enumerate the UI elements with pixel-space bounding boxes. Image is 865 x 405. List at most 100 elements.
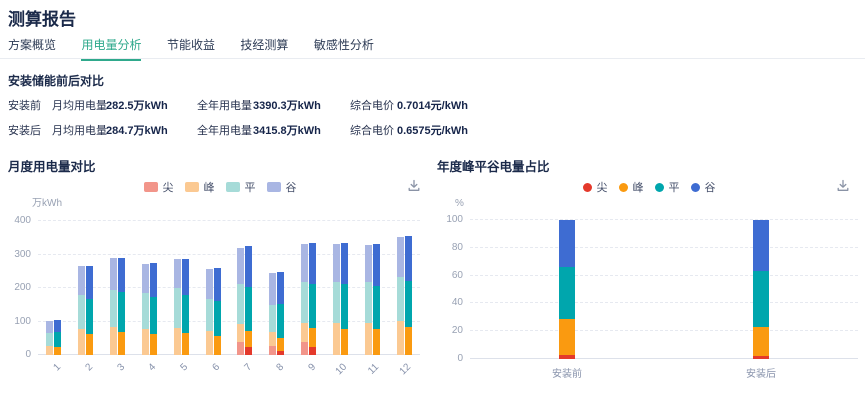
bar-segment-峰 [753, 327, 769, 357]
bar-segment-峰 [237, 323, 245, 343]
stacked-bar [404, 236, 412, 355]
x-tick-label: 安装前 [552, 369, 582, 380]
annual-share-chart: 年度峰平谷电量占比 尖 峰 平 谷 % 0 20 40 60 80 100 安装前 安装后 [437, 150, 861, 400]
chart-title: 月度用电量对比 [8, 160, 96, 174]
bar-segment-峰 [332, 322, 340, 355]
tab-plan-overview[interactable]: 方案概览 [8, 38, 57, 52]
stacked-bar [141, 263, 149, 355]
bar-segment-峰 [110, 326, 118, 355]
bar-segment-平 [404, 280, 412, 327]
legend-item-谷[interactable]: 谷 [690, 179, 716, 195]
bar-segment-谷 [332, 244, 340, 282]
gridline [38, 287, 420, 288]
stacked-bar [46, 320, 54, 355]
tab-power-analysis[interactable]: 用电量分析 [81, 36, 142, 61]
bar-segment-平 [340, 284, 348, 329]
bar-segment-谷 [181, 258, 189, 295]
y-axis-unit: 万kWh [32, 198, 62, 209]
plot-area: 0 100 200 300 400 1 2 3 4 5 6 7 8 9 10 11 12 [14, 215, 420, 377]
bar-segment-平 [86, 299, 94, 334]
stacked-bar [332, 244, 340, 355]
bar-segment-谷 [213, 268, 221, 302]
bar-segment-峰 [141, 328, 149, 355]
x-tick-label: 8 [274, 361, 286, 374]
download-button[interactable] [835, 178, 851, 194]
bar-segment-峰 [269, 332, 277, 346]
legend-item-平[interactable]: 平 [654, 179, 680, 195]
legend-item-尖[interactable]: 尖 [143, 179, 174, 195]
gridline [470, 358, 858, 359]
x-tick-label: 9 [306, 361, 318, 374]
bar-segment-峰 [149, 334, 157, 355]
tab-energy-saving[interactable]: 节能收益 [166, 38, 215, 52]
y-tick-label: 100 [14, 315, 31, 327]
bar-segment-尖 [277, 350, 285, 355]
bar-group [237, 246, 253, 355]
legend-item-峰[interactable]: 峰 [184, 179, 215, 195]
stacked-bar [149, 262, 157, 355]
metric-value: 284.7万kWh [106, 125, 168, 137]
legend-item-峰[interactable]: 峰 [618, 179, 644, 195]
bar-segment-谷 [301, 244, 309, 282]
tab-sensitivity[interactable]: 敏感性分析 [313, 38, 374, 52]
bar-segment-平 [78, 294, 86, 330]
gridline [38, 354, 420, 355]
stacked-bar [559, 220, 575, 359]
legend-label: 峰 [632, 182, 644, 194]
y-tick-label: 300 [14, 248, 31, 260]
tab-techno-economic[interactable]: 技经测算 [240, 38, 289, 52]
bar-segment-峰 [118, 332, 126, 355]
legend-label: 谷 [704, 182, 716, 194]
page-title: 测算报告 [8, 10, 76, 29]
bar-segment-平 [559, 267, 575, 319]
bar-segment-平 [309, 284, 317, 328]
bar-segment-谷 [86, 265, 94, 300]
bar-group [269, 271, 285, 355]
bar-segment-峰 [559, 318, 575, 355]
x-tick-label: 7 [242, 361, 255, 374]
x-tick-label: 4 [146, 361, 159, 374]
metric-label: 综合电价 [350, 100, 394, 112]
legend-item-谷[interactable]: 谷 [266, 179, 297, 195]
bar-segment-谷 [173, 259, 181, 288]
bar-segment-平 [332, 281, 340, 323]
bar-group [173, 258, 189, 355]
stacked-bar [340, 243, 348, 355]
x-tick-label: 11 [366, 361, 382, 377]
download-icon [837, 179, 849, 191]
legend-item-平[interactable]: 平 [225, 179, 256, 195]
bar-segment-平 [213, 301, 221, 336]
legend-marker [225, 182, 240, 192]
bar-segment-尖 [301, 341, 309, 355]
y-axis-unit: % [455, 198, 464, 209]
bar-segment-峰 [372, 328, 380, 355]
legend-item-尖[interactable]: 尖 [582, 179, 608, 195]
bar-segment-峰 [54, 346, 62, 355]
x-tick-label: 10 [333, 361, 350, 378]
bar-segment-平 [173, 287, 181, 328]
y-tick-label: 20 [451, 325, 463, 337]
bar-segment-平 [301, 281, 309, 323]
metric-value: 3415.8万kWh [253, 125, 321, 137]
bar-segment-尖 [753, 356, 769, 359]
metric-value: 3390.3万kWh [253, 100, 321, 112]
stacked-bar [372, 244, 380, 355]
bar-group [753, 220, 769, 359]
bar-segment-平 [141, 293, 149, 329]
stacked-bar [78, 266, 86, 355]
bar-segment-谷 [404, 236, 412, 281]
bar-segment-谷 [340, 243, 348, 285]
bar-group [396, 236, 412, 355]
bar-segment-峰 [46, 345, 54, 355]
download-button[interactable] [406, 178, 422, 194]
y-tick-label: 200 [14, 282, 31, 293]
legend-label: 谷 [285, 182, 297, 194]
legend-marker [618, 182, 628, 192]
metric-label: 全年用电量 [197, 125, 252, 137]
bar-segment-平 [54, 332, 62, 347]
legend-marker [266, 182, 281, 192]
legend-marker [654, 182, 664, 192]
bar-segment-峰 [404, 326, 412, 355]
stacked-bar [309, 242, 317, 355]
bar-group [110, 257, 126, 355]
